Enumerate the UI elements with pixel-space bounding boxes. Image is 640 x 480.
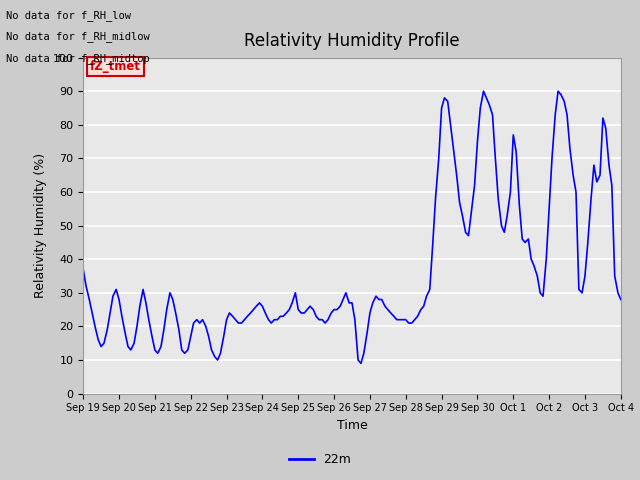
X-axis label: Time: Time xyxy=(337,419,367,432)
Text: No data for f_RH_midlow: No data for f_RH_midlow xyxy=(6,31,150,42)
Legend: 22m: 22m xyxy=(284,448,356,471)
Text: fZ_tmet: fZ_tmet xyxy=(90,60,141,73)
Title: Relativity Humidity Profile: Relativity Humidity Profile xyxy=(244,33,460,50)
Y-axis label: Relativity Humidity (%): Relativity Humidity (%) xyxy=(34,153,47,298)
Text: No data for f_RH_midtop: No data for f_RH_midtop xyxy=(6,53,150,64)
Text: No data for f_RH_low: No data for f_RH_low xyxy=(6,10,131,21)
